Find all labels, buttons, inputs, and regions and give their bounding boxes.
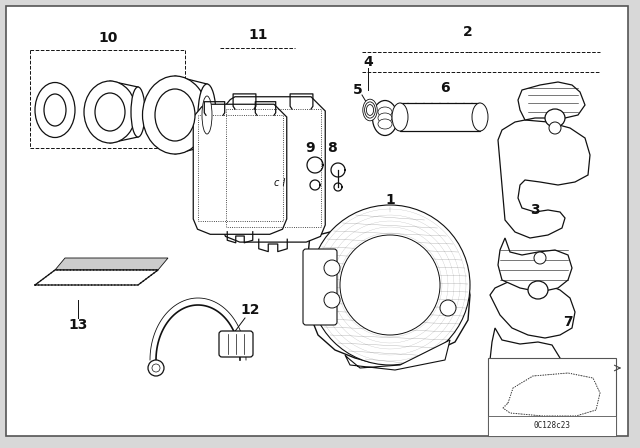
Text: 1: 1 (385, 193, 395, 207)
Polygon shape (35, 270, 158, 285)
Polygon shape (193, 104, 287, 234)
Text: 6: 6 (440, 81, 450, 95)
FancyBboxPatch shape (303, 249, 337, 325)
Text: 9: 9 (305, 141, 315, 155)
Polygon shape (345, 340, 450, 370)
Ellipse shape (549, 122, 561, 134)
Ellipse shape (363, 99, 377, 121)
Polygon shape (498, 238, 572, 292)
Text: 2: 2 (463, 25, 473, 39)
Polygon shape (221, 97, 325, 242)
Ellipse shape (44, 94, 66, 126)
Ellipse shape (84, 81, 136, 143)
Ellipse shape (366, 104, 374, 116)
Polygon shape (498, 120, 590, 238)
Text: 10: 10 (99, 31, 118, 45)
Text: 5: 5 (353, 83, 363, 97)
Ellipse shape (378, 107, 392, 117)
Circle shape (324, 260, 340, 276)
Bar (488, 358, 616, 436)
Ellipse shape (95, 93, 125, 131)
Ellipse shape (155, 89, 195, 141)
Ellipse shape (378, 113, 392, 123)
Ellipse shape (472, 103, 488, 131)
Circle shape (310, 205, 470, 365)
Ellipse shape (534, 252, 546, 264)
Ellipse shape (392, 103, 408, 131)
Text: 7: 7 (563, 315, 573, 329)
Polygon shape (518, 82, 585, 120)
Text: 13: 13 (68, 318, 88, 332)
Circle shape (340, 235, 440, 335)
Polygon shape (490, 280, 575, 338)
Ellipse shape (202, 96, 212, 134)
Circle shape (152, 364, 160, 372)
Bar (488, 416, 616, 436)
Ellipse shape (35, 82, 75, 138)
Ellipse shape (131, 87, 145, 137)
Text: 0C128c23: 0C128c23 (534, 422, 570, 431)
Ellipse shape (372, 100, 397, 135)
Polygon shape (490, 328, 560, 385)
Text: 12: 12 (240, 303, 260, 317)
Text: 4: 4 (363, 55, 373, 69)
Ellipse shape (198, 84, 216, 146)
Circle shape (440, 300, 456, 316)
Ellipse shape (365, 102, 376, 118)
Text: c l: c l (275, 178, 285, 188)
Text: 8: 8 (327, 141, 337, 155)
Polygon shape (55, 258, 168, 270)
Polygon shape (305, 225, 470, 362)
Ellipse shape (378, 119, 392, 129)
Text: 11: 11 (248, 28, 268, 42)
Circle shape (324, 292, 340, 308)
FancyBboxPatch shape (219, 331, 253, 357)
Text: 3: 3 (530, 203, 540, 217)
Ellipse shape (143, 76, 207, 154)
Bar (400, 103, 480, 131)
Ellipse shape (545, 109, 565, 127)
Circle shape (148, 360, 164, 376)
Ellipse shape (528, 281, 548, 299)
